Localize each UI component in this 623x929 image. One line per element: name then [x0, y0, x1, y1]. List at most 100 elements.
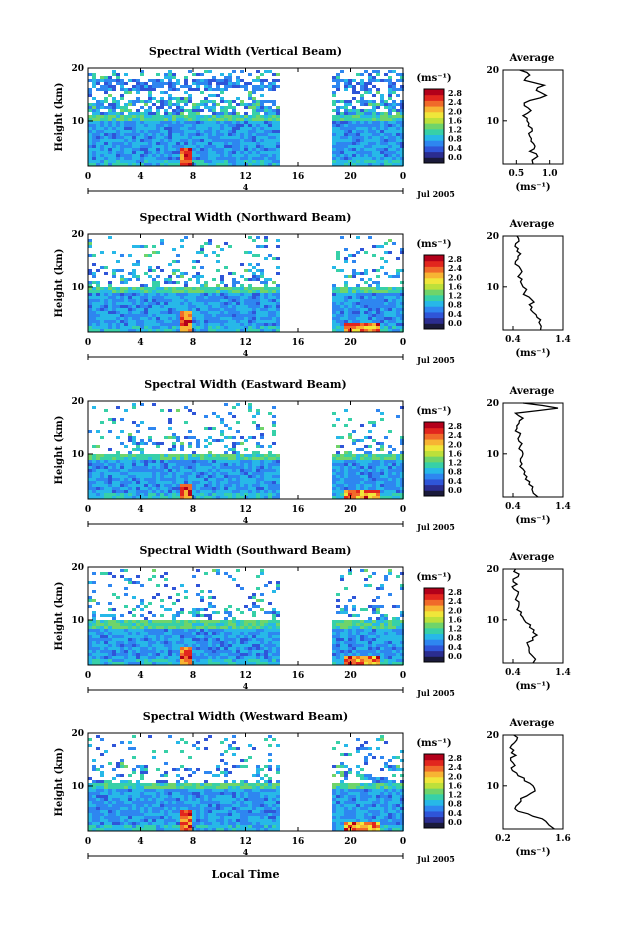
heatmap-cell: [200, 130, 204, 133]
heatmap-cell: [252, 308, 256, 311]
heatmap-cell: [376, 299, 380, 302]
heatmap-cell: [160, 139, 164, 142]
heatmap-cell: [372, 305, 376, 308]
heatmap-cell: [148, 329, 152, 332]
heatmap-cell: [252, 478, 256, 481]
heatmap-cell: [216, 79, 220, 82]
heatmap-cell: [180, 644, 184, 647]
heatmap-cell: [128, 581, 132, 584]
colorbar-swatch: [424, 444, 444, 451]
heatmap-cell: [344, 139, 348, 142]
heatmap-cell: [388, 133, 392, 136]
heatmap-cell: [148, 469, 152, 472]
heatmap-cell: [248, 127, 252, 130]
colorbar-swatch: [424, 306, 444, 313]
heatmap-cell: [388, 70, 392, 73]
heatmap-cell: [376, 88, 380, 91]
heatmap-cell: [344, 293, 348, 296]
heatmap-cell: [240, 127, 244, 130]
heatmap-cell: [232, 106, 236, 109]
heatmap-cell: [140, 329, 144, 332]
heatmap-cell: [268, 154, 272, 157]
heatmap-cell: [88, 647, 92, 650]
heatmap-cell: [276, 320, 280, 323]
heatmap-cell: [240, 305, 244, 308]
average-title: Average: [509, 53, 555, 64]
heatmap-cell: [200, 466, 204, 469]
heatmap-cell: [120, 79, 124, 82]
heatmap-cell: [212, 638, 216, 641]
heatmap-cell: [184, 487, 188, 490]
heatmap-cell: [112, 469, 116, 472]
heatmap-cell: [356, 326, 360, 329]
heatmap-cell: [184, 626, 188, 629]
heatmap-cell: [116, 484, 120, 487]
heatmap-cell: [200, 475, 204, 478]
heatmap-cell: [256, 115, 260, 118]
heatmap-cell: [236, 323, 240, 326]
heatmap-cell: [116, 151, 120, 154]
heatmap-cell: [232, 448, 236, 451]
heatmap-cell: [344, 136, 348, 139]
heatmap-cell: [236, 112, 240, 115]
heatmap-cell: [96, 79, 100, 82]
heatmap-cell: [200, 299, 204, 302]
heatmap-cell: [232, 647, 236, 650]
heatmap-cell: [344, 145, 348, 148]
heatmap-cell: [208, 109, 212, 112]
heatmap-cell: [172, 127, 176, 130]
heatmap-cell: [400, 269, 404, 272]
heatmap-cell: [340, 115, 344, 118]
heatmap-cell: [132, 650, 136, 653]
heatmap-cell: [248, 73, 252, 76]
heatmap-cell: [140, 635, 144, 638]
heatmap-cell: [92, 293, 96, 296]
heatmap-cell: [152, 112, 156, 115]
heatmap-cell: [152, 460, 156, 463]
heatmap-cell: [132, 484, 136, 487]
heatmap-cell: [244, 115, 248, 118]
heatmap-cell: [168, 647, 172, 650]
heatmap-cell: [352, 308, 356, 311]
heatmap-cell: [184, 160, 188, 163]
heatmap-cell: [164, 130, 168, 133]
heatmap-cell: [396, 290, 400, 293]
heatmap-cell: [380, 142, 384, 145]
heatmap-cell: [360, 299, 364, 302]
heatmap-cell: [252, 272, 256, 275]
heatmap-cell: [136, 136, 140, 139]
heatmap-cell: [104, 100, 108, 103]
heatmap-cell: [100, 103, 104, 106]
heatmap-cell: [228, 490, 232, 493]
heatmap-cell: [260, 457, 264, 460]
heatmap-cell: [200, 653, 204, 656]
heatmap-cell: [272, 157, 276, 160]
heatmap-cell: [188, 472, 192, 475]
heatmap-cell: [192, 323, 196, 326]
heatmap-cell: [372, 115, 376, 118]
heatmap-cell: [152, 496, 156, 499]
heatmap-cell: [260, 127, 264, 130]
heatmap-cell: [164, 281, 168, 284]
heatmap-cell: [184, 641, 188, 644]
heatmap-cell: [184, 460, 188, 463]
heatmap-cell: [376, 130, 380, 133]
heatmap-cell: [104, 85, 108, 88]
heatmap-cell: [104, 620, 108, 623]
heatmap-cell: [168, 293, 172, 296]
heatmap-cell: [108, 629, 112, 632]
heatmap-cell: [252, 103, 256, 106]
heatmap-cell: [152, 575, 156, 578]
x-tick-label: 0: [400, 172, 406, 182]
heatmap-cell: [88, 457, 92, 460]
heatmap-cell: [144, 127, 148, 130]
heatmap-cell: [204, 130, 208, 133]
heatmap-cell: [232, 130, 236, 133]
heatmap-cell: [220, 154, 224, 157]
heatmap-cell: [248, 320, 252, 323]
heatmap-cell: [396, 487, 400, 490]
heatmap-cell: [368, 284, 372, 287]
heatmap-cell: [156, 160, 160, 163]
heatmap-cell: [172, 121, 176, 124]
heatmap-cell: [136, 484, 140, 487]
